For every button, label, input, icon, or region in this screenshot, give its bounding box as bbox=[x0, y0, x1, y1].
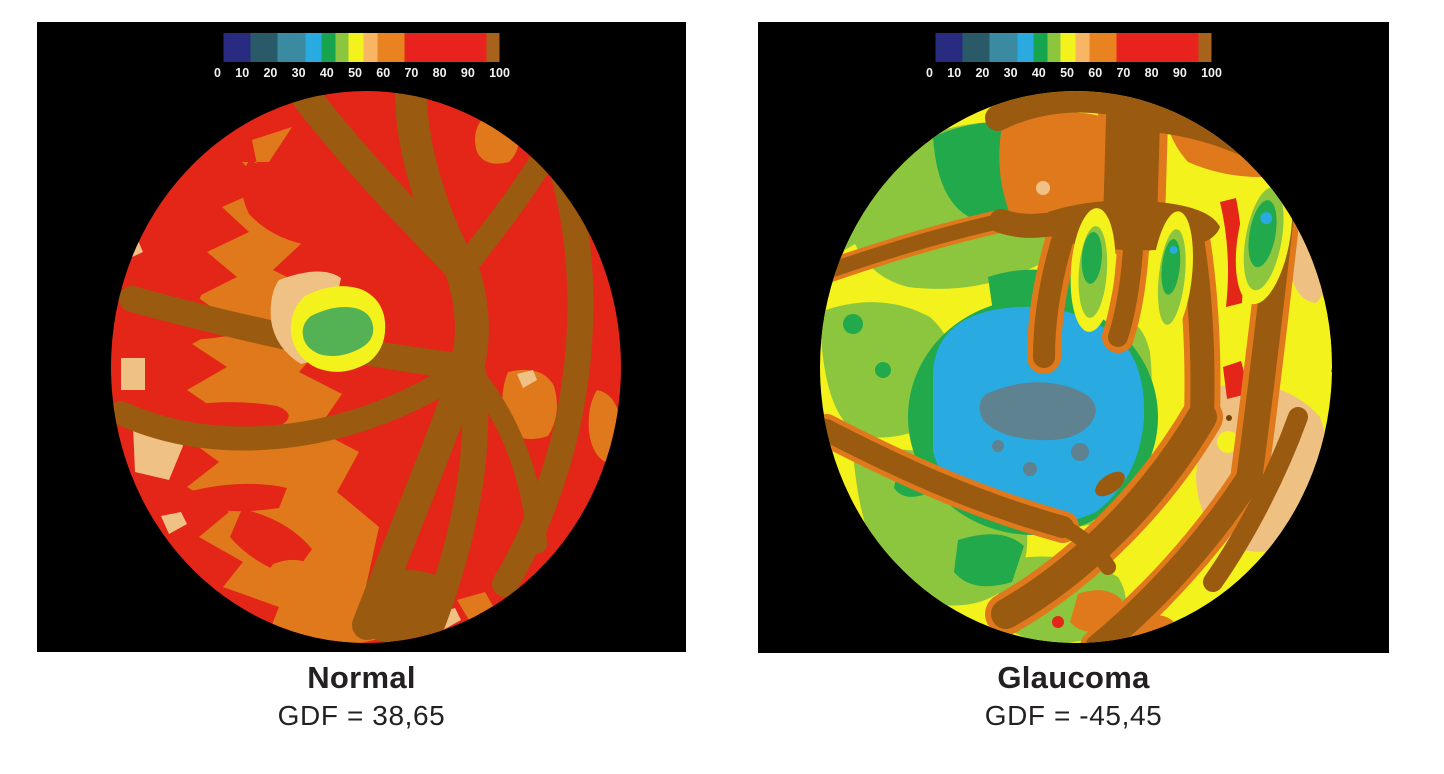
caption-normal-gdf: GDF = 38,65 bbox=[277, 699, 446, 731]
colorbar-segment-cyan-blue bbox=[1017, 33, 1034, 62]
colorbar-tick-label: 50 bbox=[348, 66, 362, 80]
colorbar-segment-dark-teal bbox=[250, 33, 277, 62]
colorbar-tick-label: 60 bbox=[1088, 66, 1103, 80]
colorbar-segment-navy bbox=[935, 33, 963, 62]
colorbar-tick-label: 100 bbox=[489, 66, 510, 80]
colorbar-tick-label: 30 bbox=[1003, 66, 1018, 80]
colorbar-tick-label: 70 bbox=[1116, 66, 1131, 80]
colorbar-segment-green bbox=[1033, 33, 1048, 62]
colorbar-tick-label: 0 bbox=[214, 66, 221, 80]
colorbar-segment-yellow bbox=[1060, 33, 1076, 62]
colorbar-tick-label: 10 bbox=[235, 66, 250, 80]
colorbar-tick-label: 30 bbox=[291, 66, 306, 80]
colorbar: 0 10 20 30 40 50 60 70 80 90 100 bbox=[214, 33, 510, 80]
colorbar-tick-label: 40 bbox=[319, 66, 334, 80]
caption-glaucoma: Glaucoma GDF = -45,45 bbox=[758, 660, 1389, 732]
colorbar-segment-teal bbox=[277, 33, 306, 62]
normal-orange-region bbox=[185, 127, 384, 643]
colorbar-tick-label: 90 bbox=[1172, 66, 1187, 80]
glaucoma-leaf-islands bbox=[1070, 169, 1293, 339]
colorbar-tick-label: 0 bbox=[926, 66, 933, 80]
colorbar-segment-dark-teal bbox=[962, 33, 989, 62]
caption-normal-title: Normal bbox=[307, 660, 416, 695]
caption-normal: Normal GDF = 38,65 bbox=[37, 660, 686, 732]
colorbar-tick-label: 80 bbox=[1144, 66, 1159, 80]
panel-normal: 0 10 20 30 40 50 60 70 80 90 100 bbox=[37, 22, 686, 652]
colorbar-segment-orange bbox=[1089, 33, 1117, 62]
caption-glaucoma-title: Glaucoma bbox=[997, 660, 1150, 695]
colorbar-ticks: 0 10 20 30 40 50 60 70 80 90 100 bbox=[926, 66, 1222, 80]
colorbar-tick-label: 70 bbox=[404, 66, 419, 80]
colorbar-segment-orange bbox=[377, 33, 405, 62]
colorbar-segment-red bbox=[1116, 33, 1199, 62]
colorbar-segment-teal bbox=[989, 33, 1018, 62]
panel-glaucoma: 0 10 20 30 40 50 60 70 80 90 100 bbox=[758, 22, 1389, 653]
fundus-map-glaucoma bbox=[820, 91, 1332, 643]
colorbar-segment-brown bbox=[486, 33, 500, 62]
colorbar-segment-light-green bbox=[1047, 33, 1061, 62]
glaucoma-slate-core bbox=[979, 382, 1096, 476]
normal-optic-disc bbox=[270, 271, 386, 372]
colorbar-gradient bbox=[223, 33, 500, 62]
colorbar-segment-yellow bbox=[348, 33, 364, 62]
colorbar-segment-red bbox=[404, 33, 487, 62]
colorbar-segment-green bbox=[321, 33, 336, 62]
caption-glaucoma-gdf: GDF = -45,45 bbox=[984, 699, 1163, 731]
fundus-map-normal bbox=[111, 91, 621, 643]
colorbar-segment-peach bbox=[363, 33, 378, 62]
normal-vessel-bottom-mass bbox=[359, 570, 447, 643]
colorbar-segment-cyan-blue bbox=[305, 33, 322, 62]
colorbar-tick-label: 20 bbox=[263, 66, 278, 80]
colorbar-tick-label: 80 bbox=[432, 66, 447, 80]
colorbar: 0 10 20 30 40 50 60 70 80 90 100 bbox=[926, 33, 1222, 80]
colorbar-segment-brown bbox=[1198, 33, 1212, 62]
colorbar-tick-label: 50 bbox=[1060, 66, 1074, 80]
colorbar-tick-label: 60 bbox=[376, 66, 391, 80]
glaucoma-vessel-dash bbox=[1095, 471, 1125, 497]
colorbar-segment-light-green bbox=[335, 33, 349, 62]
colorbar-segment-peach bbox=[1075, 33, 1090, 62]
colorbar-tick-label: 90 bbox=[460, 66, 475, 80]
colorbar-tick-label: 100 bbox=[1201, 66, 1222, 80]
colorbar-gradient bbox=[935, 33, 1212, 62]
colorbar-tick-label: 10 bbox=[947, 66, 962, 80]
colorbar-tick-label: 20 bbox=[975, 66, 990, 80]
colorbar-tick-label: 40 bbox=[1031, 66, 1046, 80]
colorbar-ticks: 0 10 20 30 40 50 60 70 80 90 100 bbox=[214, 66, 510, 80]
colorbar-segment-navy bbox=[223, 33, 251, 62]
